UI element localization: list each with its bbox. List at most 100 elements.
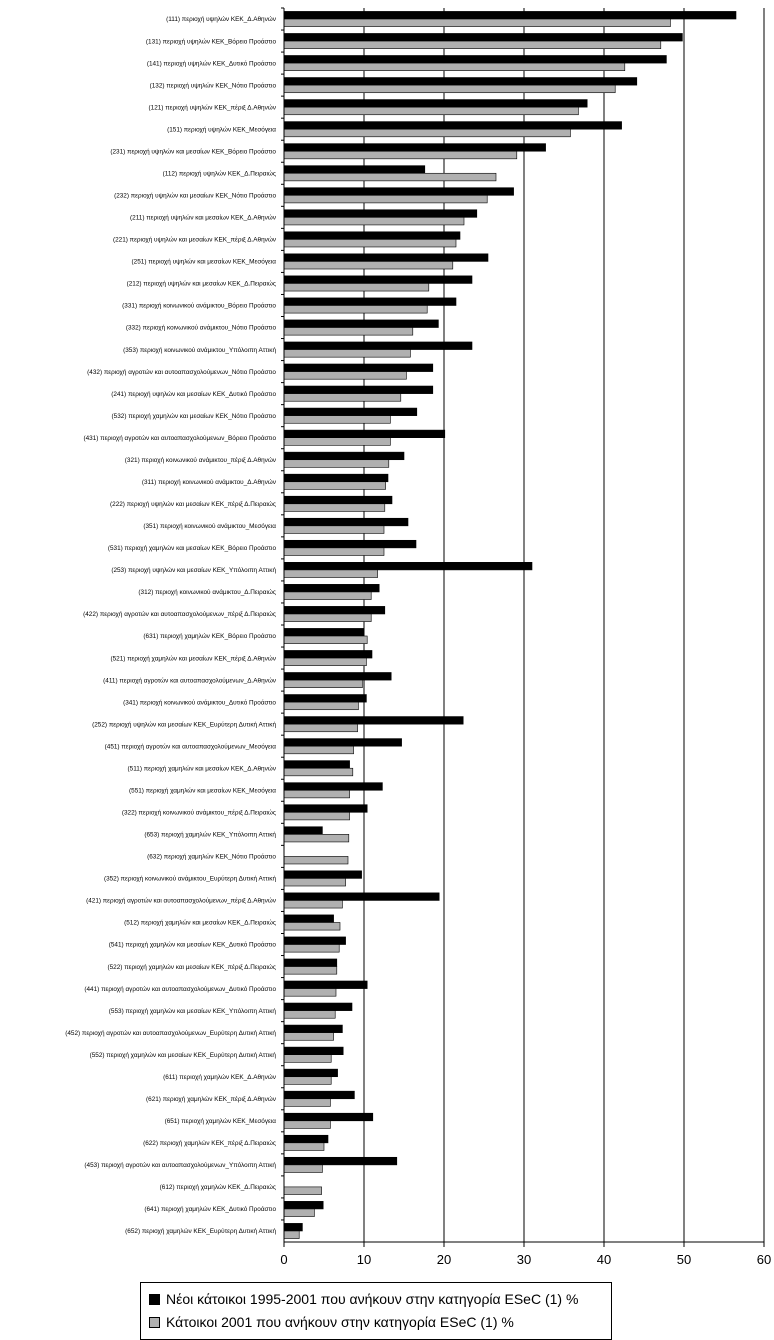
bar-new-residents xyxy=(284,562,532,570)
bar-new-residents xyxy=(284,364,433,372)
category-label: (211) περιοχή υψηλών και μεσαίων ΚΕΚ_Δ.Α… xyxy=(130,214,276,222)
bar-residents-2001 xyxy=(284,592,371,600)
bar-residents-2001 xyxy=(284,878,346,886)
bar-residents-2001 xyxy=(284,239,456,247)
bar-residents-2001 xyxy=(284,900,342,908)
bar-residents-2001 xyxy=(284,636,367,644)
category-label: (321) περιοχή κοινωνικού ανάμικτου_πέριξ… xyxy=(125,456,276,464)
bar-new-residents xyxy=(284,452,404,460)
bar-residents-2001 xyxy=(284,283,429,291)
bar-new-residents xyxy=(284,33,682,41)
bar-residents-2001 xyxy=(284,63,625,71)
bar-new-residents xyxy=(284,893,439,901)
bar-residents-2001 xyxy=(284,945,339,953)
bar-residents-2001 xyxy=(284,812,350,820)
bar-chart: (111) περιοχή υψηλών ΚΕΚ_Δ.Αθηνών (131) π… xyxy=(0,0,774,1280)
category-label: (212) περιοχή υψηλών και μεσαίων ΚΕΚ_Δ.Π… xyxy=(127,280,276,288)
x-tick-label: 30 xyxy=(517,1252,531,1267)
category-label: (522) περιοχή χαμηλών και μεσαίων ΚΕΚ_πέ… xyxy=(108,963,277,971)
bar-residents-2001 xyxy=(284,614,371,622)
bar-residents-2001 xyxy=(284,217,464,225)
legend-label: Νέοι κάτοικοι 1995-2001 που ανήκουν στην… xyxy=(166,1291,578,1307)
bar-new-residents xyxy=(284,805,367,813)
bar-residents-2001 xyxy=(284,680,362,688)
bar-residents-2001 xyxy=(284,768,353,776)
category-label: (232) περιοχή υψηλών και μεσαίων ΚΕΚ_Νότ… xyxy=(114,192,276,200)
bar-new-residents xyxy=(284,981,367,989)
category-label: (521) περιοχή χαμηλών και μεσαίων ΚΕΚ_πέ… xyxy=(110,654,276,662)
category-label: (621) περιοχή χαμηλών ΚΕΚ_πέριξ Δ.Αθηνών xyxy=(146,1095,276,1103)
bar-new-residents xyxy=(284,144,546,152)
bar-residents-2001 xyxy=(284,1055,331,1063)
bar-residents-2001 xyxy=(284,526,384,534)
category-label: (653) περιοχή χαμηλών ΚΕΚ_Υπόλοιπη Αττικ… xyxy=(144,831,276,839)
bar-new-residents xyxy=(284,761,350,769)
category-label: (453) περιοχή αγροτών και αυτοαπασχολούμ… xyxy=(84,1161,276,1169)
category-label: (141) περιοχή υψηλών ΚΕΚ_Δυτικό Προάστιο xyxy=(147,59,277,67)
bar-residents-2001 xyxy=(284,1077,331,1085)
bar-residents-2001 xyxy=(284,790,350,798)
category-label: (511) περιοχή χαμηλών και μεσαίων ΚΕΚ_Δ.… xyxy=(128,764,276,772)
bar-new-residents xyxy=(284,474,388,482)
bar-new-residents xyxy=(284,739,402,747)
bar-new-residents xyxy=(284,1157,397,1165)
category-label: (441) περιοχή αγροτών και αυτοαπασχολούμ… xyxy=(84,985,276,993)
bar-residents-2001 xyxy=(284,1231,299,1239)
bar-residents-2001 xyxy=(284,724,358,732)
bar-residents-2001 xyxy=(284,19,670,27)
category-label: (311) περιοχή κοινωνικού ανάμικτου_Δ.Αθη… xyxy=(142,478,276,486)
category-label: (112) περιοχή υψηλών ΚΕΚ_Δ.Πειραιώς xyxy=(163,169,276,177)
legend: Νέοι κάτοικοι 1995-2001 που ανήκουν στην… xyxy=(140,1282,612,1340)
category-label: (652) περιοχή χαμηλών ΚΕΚ_Ευρύτερη Δυτικ… xyxy=(125,1227,276,1235)
category-label: (253) περιοχή υψηλών και μεσαίων ΚΕΚ_Υπό… xyxy=(111,566,276,574)
bar-residents-2001 xyxy=(284,416,390,424)
category-label: (351) περιοχή κοινωνικού ανάμικτου_Μεσόγ… xyxy=(143,522,276,530)
legend-label: Κάτοικοι 2001 που ανήκουν στην κατηγορία… xyxy=(166,1314,514,1330)
bar-new-residents xyxy=(284,100,587,108)
category-label: (531) περιοχή χαμηλών και μεσαίων ΚΕΚ_Βό… xyxy=(108,544,277,552)
bar-new-residents xyxy=(284,871,362,879)
legend-swatch-gray xyxy=(149,1317,160,1328)
category-label: (221) περιοχή υψηλών και μεσαίων ΚΕΚ_πέρ… xyxy=(113,236,276,244)
bar-new-residents xyxy=(284,1025,342,1033)
bar-new-residents xyxy=(284,650,372,658)
category-label: (431) περιοχή αγροτών και αυτοαπασχολούμ… xyxy=(83,434,276,442)
bar-new-residents xyxy=(284,606,385,614)
bar-new-residents xyxy=(284,122,622,130)
bar-new-residents xyxy=(284,518,408,526)
bar-new-residents xyxy=(284,232,460,240)
bar-residents-2001 xyxy=(284,1011,335,1019)
category-label: (411) περιοχή αγροτών και αυτοαπασχολούμ… xyxy=(103,676,276,684)
category-label: (632) περιοχή χαμηλών ΚΕΚ_Νότιο Προάστιο xyxy=(147,853,276,861)
category-label: (651) περιοχή χαμηλών ΚΕΚ_Μεσόγεια xyxy=(165,1117,277,1125)
x-tick-label: 10 xyxy=(357,1252,371,1267)
bar-residents-2001 xyxy=(284,967,337,975)
bar-residents-2001 xyxy=(284,1099,330,1107)
bar-residents-2001 xyxy=(284,834,349,842)
bar-residents-2001 xyxy=(284,394,401,402)
category-label: (553) περιοχή χαμηλών και μεσαίων ΚΕΚ_Υπ… xyxy=(109,1007,277,1015)
x-tick-label: 0 xyxy=(280,1252,287,1267)
category-label: (353) περιοχή κοινωνικού ανάμικτου_Υπόλο… xyxy=(123,346,276,354)
legend-swatch-black xyxy=(149,1294,160,1305)
bar-residents-2001 xyxy=(284,173,496,181)
category-labels: (111) περιοχή υψηλών ΚΕΚ_Δ.Αθηνών (131) π… xyxy=(65,15,276,1235)
bar-residents-2001 xyxy=(284,1143,324,1151)
bar-new-residents xyxy=(284,827,322,835)
bar-residents-2001 xyxy=(284,548,384,556)
bar-new-residents xyxy=(284,320,438,328)
category-label: (611) περιοχή χαμηλών ΚΕΚ_Δ.Αθηνών xyxy=(163,1073,276,1081)
category-label: (332) περιοχή κοινωνικού ανάμικτου_Νότιο… xyxy=(126,324,277,332)
category-label: (452) περιοχή αγροτών και αυτοαπασχολούμ… xyxy=(65,1029,276,1037)
bar-new-residents xyxy=(284,188,514,196)
category-label: (231) περιοχή υψηλών και μεσαίων ΚΕΚ_Βόρ… xyxy=(110,147,276,155)
bar-residents-2001 xyxy=(284,482,386,490)
bar-residents-2001 xyxy=(284,1033,334,1041)
bar-residents-2001 xyxy=(284,438,390,446)
bar-new-residents xyxy=(284,1091,354,1099)
category-label: (151) περιοχή υψηλών ΚΕΚ_Μεσόγεια xyxy=(167,125,276,133)
category-label: (541) περιοχή χαμηλών και μεσαίων ΚΕΚ_Δυ… xyxy=(109,941,277,949)
bar-new-residents xyxy=(284,210,477,218)
bar-new-residents xyxy=(284,11,736,19)
bars xyxy=(284,11,736,1238)
